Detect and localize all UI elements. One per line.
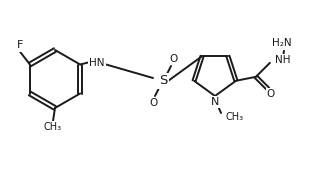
Text: F: F xyxy=(17,40,23,51)
Text: O: O xyxy=(169,54,177,64)
Text: S: S xyxy=(159,74,167,87)
Text: O: O xyxy=(267,89,275,99)
Text: O: O xyxy=(149,98,157,108)
Text: NH: NH xyxy=(275,55,290,65)
Text: CH₃: CH₃ xyxy=(226,112,244,122)
Text: HN: HN xyxy=(90,58,105,68)
Text: H₂N: H₂N xyxy=(272,38,292,48)
Text: N: N xyxy=(211,97,219,107)
Text: CH₃: CH₃ xyxy=(44,122,62,132)
